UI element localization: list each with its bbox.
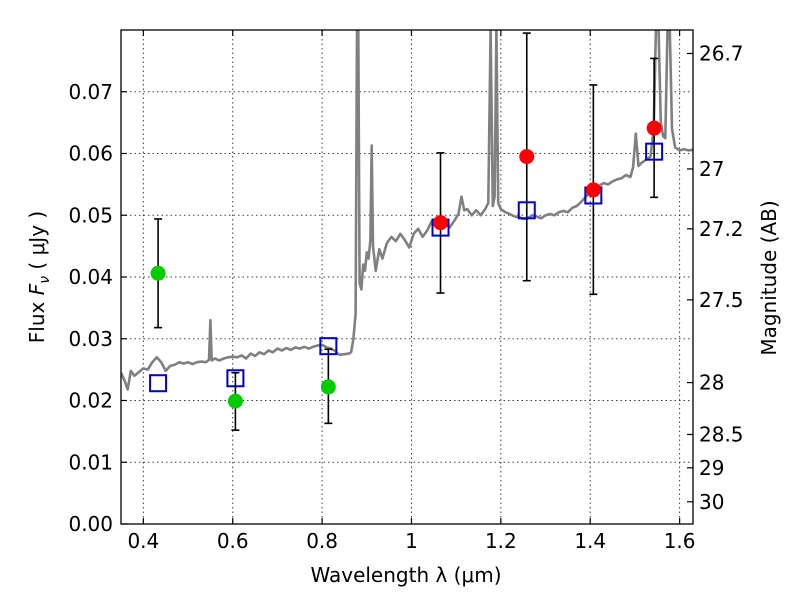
data-layer (121, 30, 693, 431)
plot-area (121, 30, 693, 431)
magnitude-tick-label: 27 (699, 157, 724, 181)
x-tick-label: 1 (405, 529, 418, 553)
y-tick-label: 0.00 (68, 512, 113, 536)
observed-point (519, 149, 535, 165)
model-point (645, 142, 664, 161)
y-axis-label-symbol: F (25, 283, 49, 295)
magnitude-axis: 26.7 27 27.2 27.5 28 28.5 29 30 (687, 41, 744, 514)
x-tick-label: 1.4 (574, 529, 606, 553)
y-axis-label: Flux Fν ( μJy ) (25, 211, 53, 343)
model-point (517, 201, 536, 220)
model-point (226, 369, 245, 388)
grid-layer (121, 30, 693, 525)
magnitude-tick-label: 27.2 (699, 217, 744, 241)
y-tick-label: 0.03 (68, 327, 113, 351)
observed-point (433, 215, 449, 231)
observed-point (646, 120, 662, 136)
model-point (319, 337, 338, 356)
observed-point (320, 379, 336, 395)
y-axis: 0.00 0.01 0.02 0.03 0.04 0.05 0.06 0.07 (68, 80, 127, 536)
magnitude-tick-label: 28 (699, 371, 724, 395)
magnitude-tick-label: 29 (699, 456, 724, 480)
x-tick-label: 0.4 (127, 529, 159, 553)
y-tick-label: 0.04 (68, 265, 113, 289)
y-tick-label: 0.05 (68, 203, 113, 227)
y-axis-label-suffix: ( μJy ) (25, 211, 49, 276)
x-tick-label: 0.8 (306, 529, 338, 553)
x-tick-label: 1.2 (485, 529, 517, 553)
x-tick-label: 0.6 (217, 529, 249, 553)
observed-point (227, 393, 243, 409)
x-tick-label: 1.6 (664, 529, 696, 553)
x-axis: 0.4 0.6 0.8 1 1.2 1.4 1.6 (127, 30, 696, 553)
model-point (149, 374, 168, 393)
sed-spectrum-line (121, 30, 693, 391)
magnitude-tick-label: 30 (699, 490, 724, 514)
magnitude-tick-label: 28.5 (699, 422, 744, 446)
y-tick-label: 0.01 (68, 450, 113, 474)
magnitude-tick-label: 27.5 (699, 288, 744, 312)
magnitude-tick-label: 26.7 (699, 41, 744, 65)
y-tick-label: 0.07 (68, 80, 113, 104)
y-axis-label-prefix: Flux (25, 295, 49, 343)
y-tick-label: 0.02 (68, 389, 113, 413)
y-axis-label-subscript: ν (37, 276, 53, 284)
y-tick-label: 0.06 (68, 142, 113, 166)
observed-point (150, 265, 166, 281)
magnitude-axis-label: Magnitude (AB) (757, 200, 781, 355)
x-axis-label: Wavelength λ (μm) (310, 563, 501, 587)
observed-point (585, 182, 601, 198)
